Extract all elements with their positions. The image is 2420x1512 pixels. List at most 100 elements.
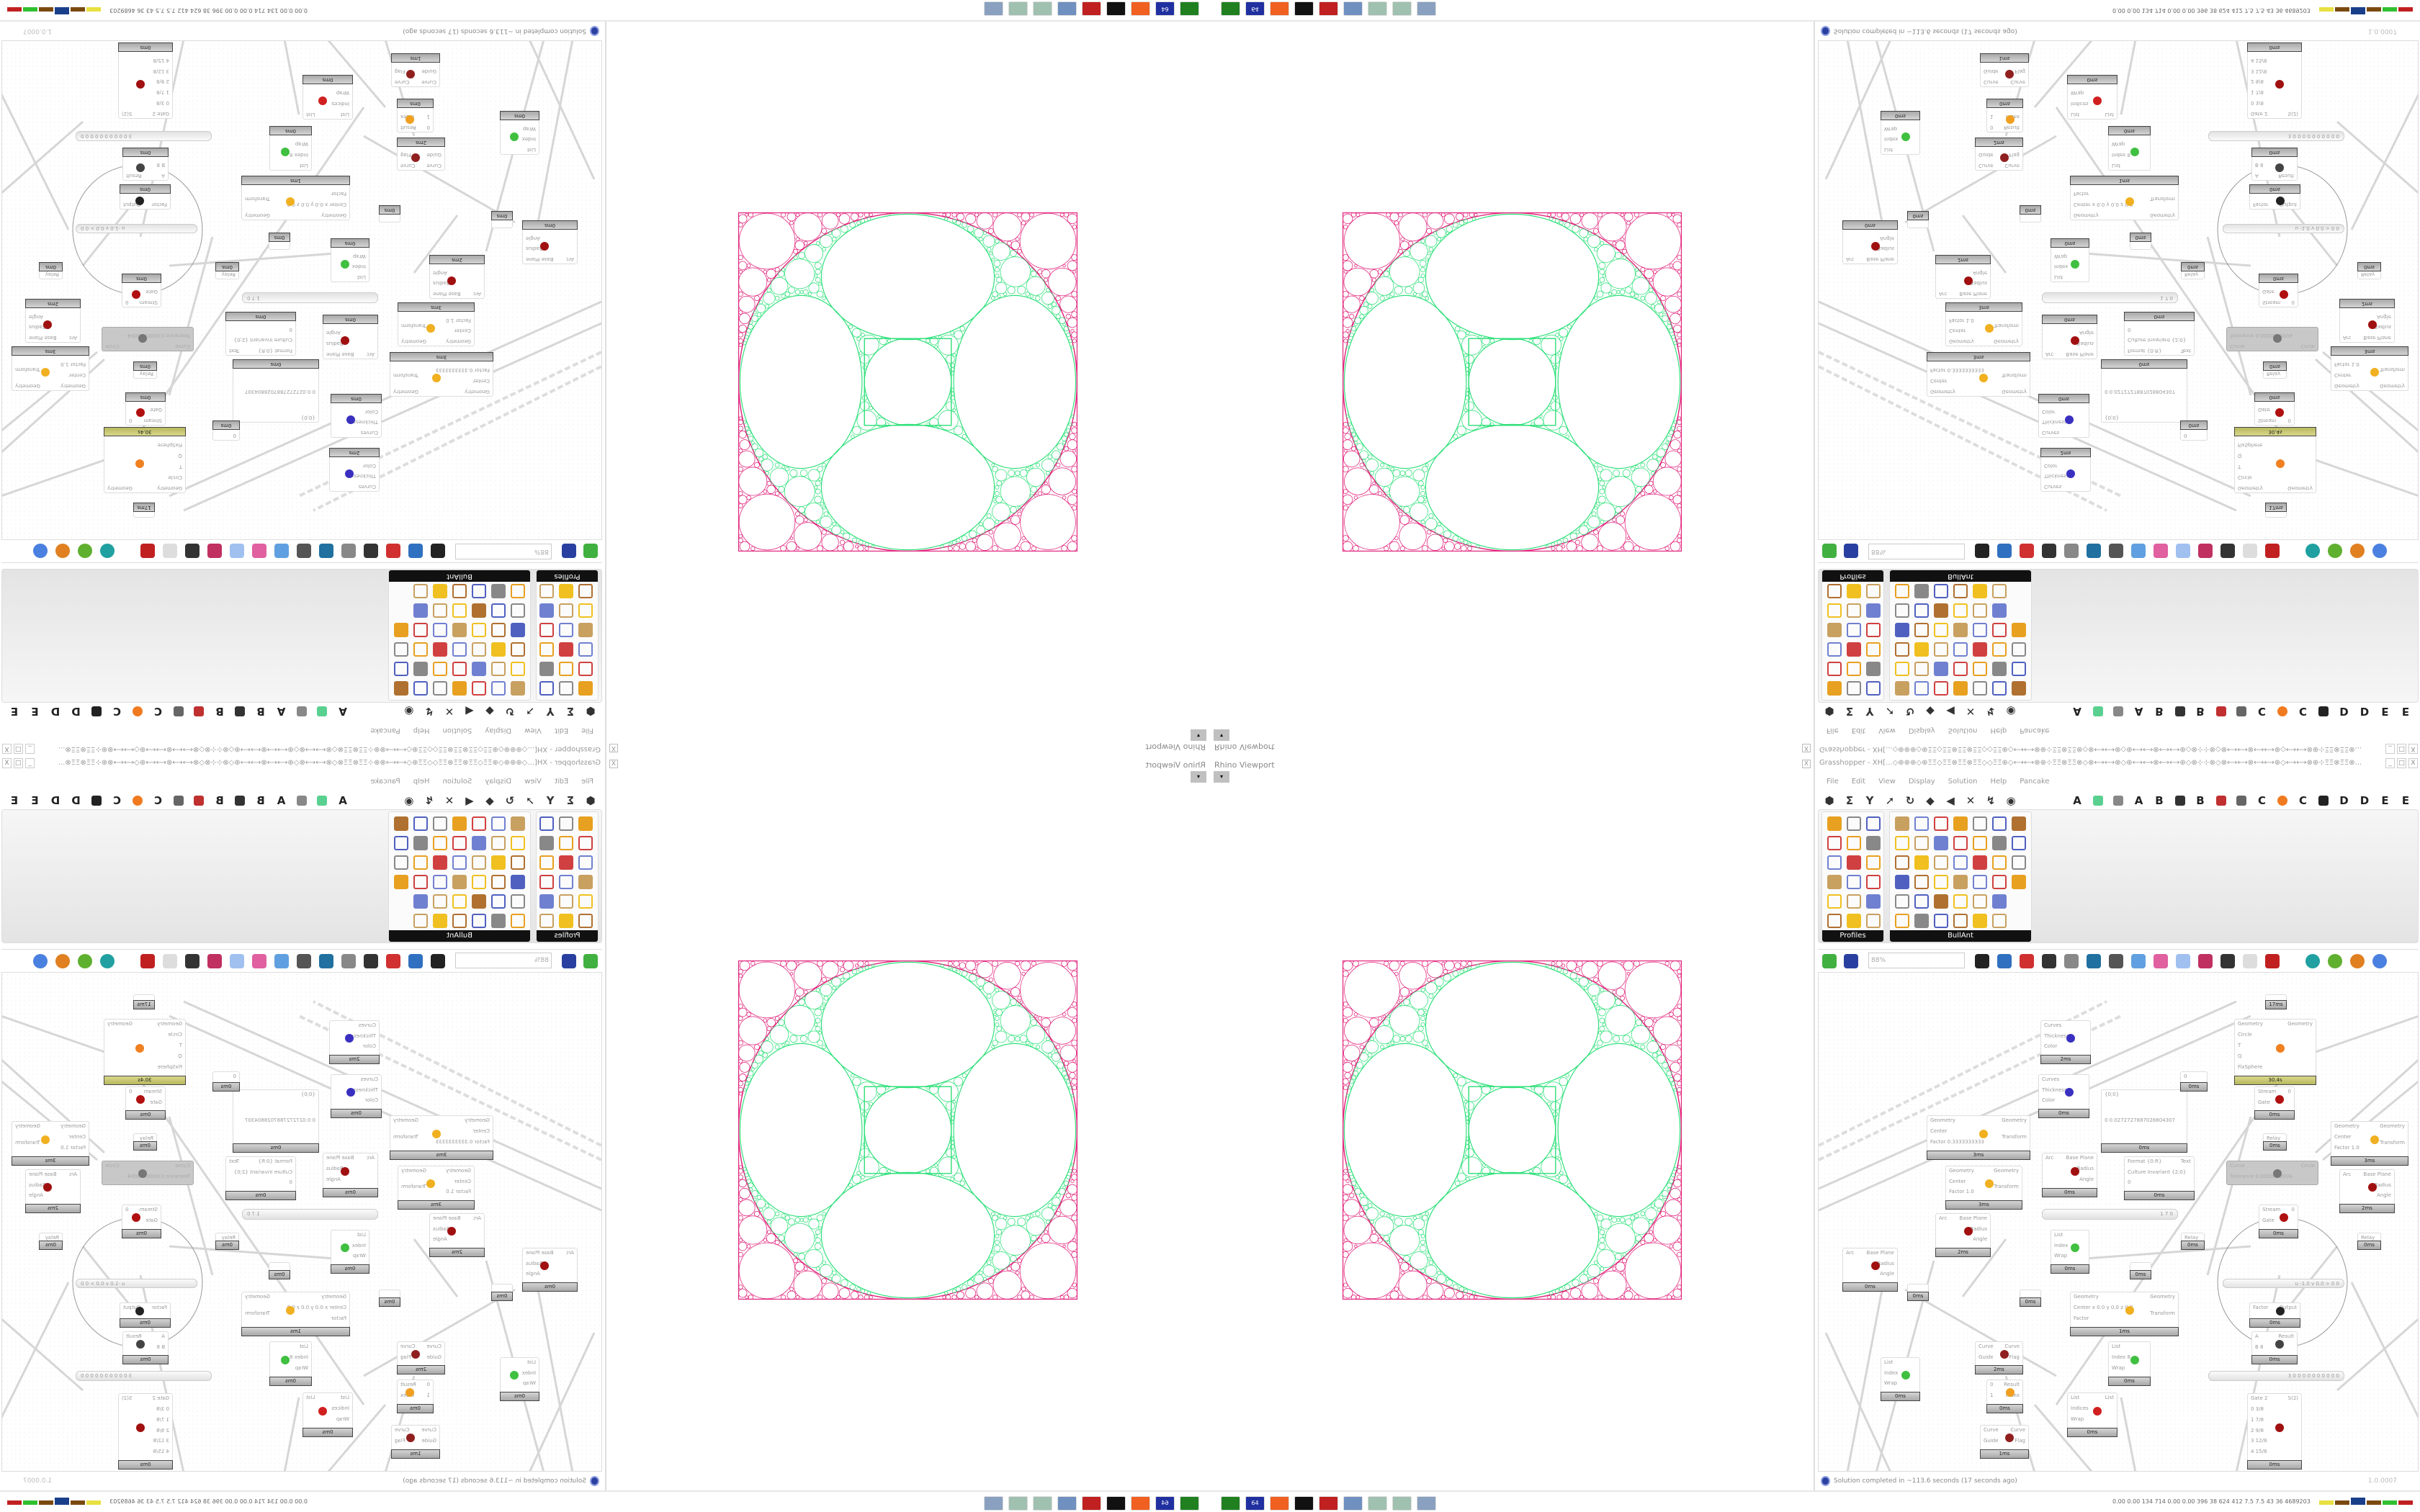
plugin-tab-icon[interactable] <box>2174 796 2185 806</box>
grey-preview-icon[interactable] <box>185 544 200 558</box>
component-icon[interactable] <box>491 875 506 889</box>
menu-display[interactable]: Display <box>1908 778 1935 786</box>
component-icon[interactable] <box>1973 914 1987 928</box>
tab-e[interactable]: E <box>10 794 19 807</box>
output-param[interactable]: Flag <box>2015 68 2025 74</box>
input-param[interactable]: Curves <box>2042 430 2060 436</box>
input-param[interactable]: Color <box>2044 1043 2058 1050</box>
input-param[interactable]: Factor 1.0 <box>60 1145 86 1151</box>
output-param[interactable]: List <box>306 1395 315 1400</box>
arrow-icon[interactable]: ➚ <box>1885 794 1895 807</box>
number-slider-slider-1[interactable]: 1 7 0 <box>2042 292 2178 303</box>
viewport-close-button[interactable]: X <box>1802 760 1811 768</box>
component-custom-preview-1[interactable]: Curves Thickness Color 2ms <box>2040 1020 2091 1064</box>
component-icon[interactable] <box>1866 603 1881 618</box>
number-slider-xyz-slider[interactable]: u -1.0 v 0.0 > 0 0 <box>2223 224 2344 233</box>
input-param[interactable]: Index <box>2054 1242 2069 1248</box>
component-panel[interactable]: {0;0} 0 0.0272727887028804307 0ms <box>2101 1089 2187 1153</box>
viewport-close-button[interactable]: X <box>1802 744 1811 752</box>
component-icon[interactable] <box>472 681 486 696</box>
component-icon[interactable] <box>452 662 467 676</box>
output-param[interactable]: 0 <box>2291 1207 2295 1212</box>
taskbar-app-floppy-icon[interactable]: 64 <box>1245 1 1265 16</box>
component-stream-gate-1[interactable]: Stream Gate 0 0ms <box>2254 1086 2295 1120</box>
panel-label[interactable]: BullAnt <box>1890 570 2031 582</box>
component-format[interactable]: Format {0:R} Culture Invariant {2;0} 0 Text… <box>225 1156 296 1200</box>
arrow-icon[interactable]: ➚ <box>525 705 535 718</box>
teal-icon[interactable] <box>2305 544 2320 558</box>
gha-icon[interactable] <box>2087 954 2101 968</box>
taskbar-app-firefox-icon[interactable] <box>1270 1 1289 16</box>
component-panel[interactable]: {0;0} 0 0.0272727887028804307 0ms <box>233 1089 319 1153</box>
input-param[interactable]: List <box>2054 1232 2063 1238</box>
input-param[interactable]: Geometry <box>60 383 86 389</box>
component-icon[interactable] <box>413 584 428 598</box>
input-param[interactable]: Geometry <box>2074 1294 2099 1300</box>
input-param[interactable]: Arc <box>2343 335 2352 341</box>
plugin-tab-icon[interactable] <box>2092 706 2103 716</box>
tab-e[interactable]: E <box>2401 794 2410 807</box>
component-list-item-3[interactable]: List Index Wrap 0ms <box>1881 111 1920 155</box>
panel-label[interactable]: Profiles <box>537 570 598 582</box>
input-param[interactable]: Thickness <box>351 1032 376 1039</box>
component-arc-1[interactable]: Arc Base Plane Radius Angle 2ms <box>1935 255 1991 299</box>
component-icon[interactable] <box>1847 623 1861 637</box>
input-param[interactable]: Center <box>2334 372 2352 378</box>
component-relay-3[interactable]: Relay 0ms <box>39 262 63 279</box>
eye-icon[interactable]: ◉ <box>2006 794 2016 807</box>
output-param[interactable]: Radius <box>2374 1182 2391 1188</box>
tab-d[interactable]: D <box>2339 794 2349 807</box>
component-icon[interactable] <box>491 603 506 618</box>
output-param[interactable]: Circle <box>2300 1163 2315 1169</box>
input-param[interactable]: 1 <box>426 114 430 120</box>
component-scale-3[interactable]: Geometry Center Factor 1.0 Geometry Transfor… <box>2331 346 2408 391</box>
output-param[interactable]: Geometry <box>401 1168 426 1174</box>
input-param[interactable]: Factor <box>151 202 167 207</box>
component-icon[interactable] <box>1973 584 1987 598</box>
component-icon[interactable] <box>578 603 593 618</box>
input-param[interactable]: List <box>2071 1395 2080 1400</box>
image-icon[interactable] <box>297 544 311 558</box>
component-number[interactable]: 0 0ms <box>212 1071 240 1092</box>
component-arc-3[interactable]: Arc Base Plane Radius Angle 2ms <box>25 299 81 343</box>
input-param[interactable]: Center <box>472 378 490 384</box>
image-icon[interactable] <box>2109 544 2123 558</box>
component-icon[interactable] <box>472 894 486 909</box>
panel-label[interactable]: BullAnt <box>389 930 530 942</box>
tab-b[interactable]: B <box>256 705 265 718</box>
input-param[interactable]: Wrap <box>522 125 536 132</box>
input-param[interactable]: 0 <box>233 433 236 438</box>
component-icon[interactable] <box>472 816 486 831</box>
tab-d[interactable]: D <box>2360 794 2370 807</box>
maximize-button[interactable]: □ <box>2397 758 2406 768</box>
component-pi[interactable]: Factor Output 0ms <box>2249 184 2300 210</box>
input-param[interactable]: Geometry <box>60 1123 86 1129</box>
component-scale-1[interactable]: Geometry Center Factor 0.3333333333 Geometr… <box>1927 1115 2030 1160</box>
component-icon[interactable] <box>511 603 525 618</box>
output-param[interactable]: Base Plane <box>433 291 461 297</box>
component-icon[interactable] <box>1973 603 1987 618</box>
tab-e[interactable]: E <box>31 794 39 807</box>
input-param[interactable]: B 8 <box>156 162 165 168</box>
output-param[interactable]: Geometry <box>15 383 40 389</box>
plugin-tab-icon[interactable] <box>194 706 205 716</box>
transform-icon[interactable]: ↯ <box>424 794 434 807</box>
taskbar-app-floppy-icon[interactable]: 64 <box>1245 1496 1265 1511</box>
output-param[interactable]: Radius <box>2076 341 2094 346</box>
menu-help[interactable]: Help <box>1990 778 2007 786</box>
panel-label[interactable]: Profiles <box>1822 930 1883 942</box>
output-param[interactable]: Curve <box>395 79 410 85</box>
component-cull-index[interactable]: List Indices Wrap List 0ms <box>2067 75 2118 120</box>
input-param[interactable]: List <box>299 163 308 168</box>
component-smaller-than[interactable]: 01ResultIndex0ms <box>397 99 434 132</box>
component-icon[interactable] <box>1827 836 1842 850</box>
component-arc-3[interactable]: Arc Base Plane Radius Angle 2ms <box>25 1169 81 1213</box>
output-param[interactable]: Angle <box>1973 269 1987 276</box>
menu-solution[interactable]: Solution <box>1948 726 1978 734</box>
output-param[interactable]: Angle <box>1973 1236 1987 1243</box>
component-icon[interactable] <box>2012 662 2026 676</box>
email-icon[interactable] <box>2064 544 2079 558</box>
component-icon[interactable] <box>1992 855 2007 870</box>
input-param[interactable]: Tolerance 0.0000000004 <box>127 1174 190 1179</box>
